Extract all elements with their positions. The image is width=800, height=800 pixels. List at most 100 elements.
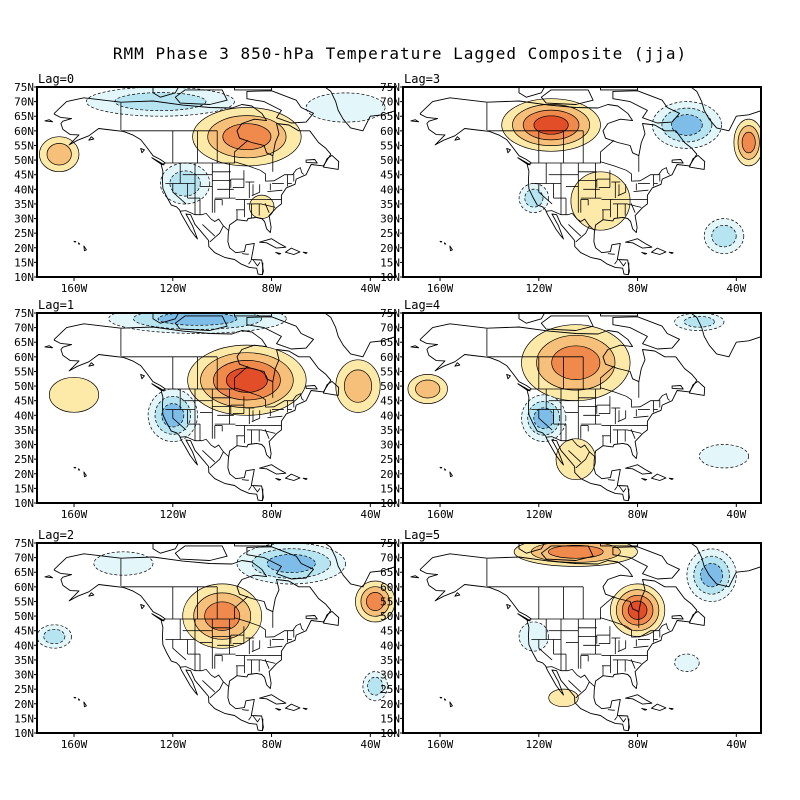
coastline — [628, 523, 682, 535]
coastline — [322, 610, 340, 626]
coastline — [517, 383, 531, 392]
coastline — [83, 471, 87, 478]
lat-tick-label: 15N — [380, 712, 400, 725]
political-border — [248, 486, 252, 491]
coastline — [284, 247, 301, 255]
lag-label: Lag=3 — [404, 72, 440, 86]
warm-anomaly-contour — [343, 369, 373, 403]
coastline — [641, 251, 648, 255]
lon-tick-label: 40W — [360, 738, 380, 751]
lat-tick-label: 50N — [380, 380, 400, 393]
cool-anomaly-contour — [671, 114, 703, 136]
coastline — [625, 238, 653, 249]
lon-tick-label: 120W — [160, 282, 187, 295]
coastline — [517, 613, 531, 622]
coastline — [671, 615, 684, 620]
lat-tick-label: 15N — [380, 256, 400, 269]
political-border — [617, 191, 626, 197]
coastline — [302, 477, 308, 481]
political-border — [633, 645, 649, 648]
lat-tick-label: 70N — [380, 552, 400, 565]
warm-anomaly-contour — [48, 376, 100, 413]
lat-tick-label: 45N — [14, 625, 34, 638]
map-frame — [36, 86, 396, 278]
lon-tick-label: 40W — [726, 738, 746, 751]
lat-tick-label: 55N — [380, 365, 400, 378]
political-border — [575, 451, 590, 469]
lat-tick-label: 25N — [14, 227, 34, 240]
coastline — [78, 242, 81, 245]
coastline — [444, 698, 447, 701]
political-border — [202, 224, 216, 237]
coastline — [518, 87, 546, 98]
political-border — [626, 429, 642, 434]
cool-anomaly-contour — [93, 551, 154, 576]
political-border — [568, 680, 582, 693]
political-border — [252, 259, 261, 267]
coastline — [612, 316, 680, 350]
lat-tick-label: 55N — [380, 595, 400, 608]
coastline — [174, 315, 228, 331]
political-border — [179, 436, 229, 457]
lat-tick-label: 70N — [14, 552, 34, 565]
lat-tick-label: 30N — [14, 213, 34, 226]
coastline — [305, 385, 318, 390]
coastline — [88, 362, 95, 367]
lat-tick-label: 50N — [14, 610, 34, 623]
coastline — [454, 592, 461, 597]
political-border — [568, 450, 582, 463]
political-border — [538, 409, 553, 431]
warm-anomaly-contour — [555, 438, 596, 481]
coastline — [83, 245, 87, 252]
lat-tick-label: 75N — [380, 81, 400, 94]
coastline — [259, 464, 287, 475]
coastline — [419, 323, 698, 502]
coastline — [284, 703, 301, 711]
coastline — [419, 97, 698, 276]
lon-tick-label: 160W — [427, 738, 454, 751]
lon-tick-label: 40W — [726, 508, 746, 521]
coastline — [44, 119, 54, 123]
lat-tick-label: 10N — [380, 497, 400, 510]
lat-tick-label: 15N — [14, 256, 34, 269]
lon-tick-label: 40W — [360, 282, 380, 295]
political-border — [209, 225, 224, 243]
political-border — [172, 409, 187, 431]
lon-tick-label: 80W — [628, 508, 648, 521]
coastline — [44, 345, 54, 349]
lat-tick-label: 20N — [380, 468, 400, 481]
warm-anomaly-contour — [222, 123, 272, 151]
lon-tick-label: 120W — [160, 738, 187, 751]
coastline — [444, 242, 447, 245]
lat-tick-label: 45N — [380, 395, 400, 408]
lon-tick-label: 160W — [427, 508, 454, 521]
coastline — [410, 119, 420, 123]
political-border — [179, 210, 229, 231]
political-border — [618, 715, 627, 723]
lat-tick-label: 20N — [380, 698, 400, 711]
coastline — [151, 613, 165, 622]
coastline — [275, 477, 282, 481]
map-content — [407, 313, 761, 502]
coastline — [152, 543, 180, 554]
warm-anomaly-contour — [533, 115, 569, 135]
lat-tick-label: 70N — [14, 96, 34, 109]
lat-tick-label: 55N — [380, 139, 400, 152]
map-frame — [402, 86, 762, 278]
lat-tick-label: 75N — [380, 307, 400, 320]
political-border — [252, 485, 261, 493]
lon-tick-label: 160W — [427, 282, 454, 295]
political-border — [262, 718, 264, 731]
political-border — [607, 253, 615, 255]
coastline — [275, 251, 282, 255]
political-border — [614, 486, 618, 491]
cool-anomaly-contour — [367, 676, 384, 696]
coastline — [246, 316, 314, 350]
political-border — [264, 203, 270, 213]
political-border — [260, 203, 276, 208]
political-border — [568, 224, 582, 237]
coastline — [174, 545, 228, 561]
